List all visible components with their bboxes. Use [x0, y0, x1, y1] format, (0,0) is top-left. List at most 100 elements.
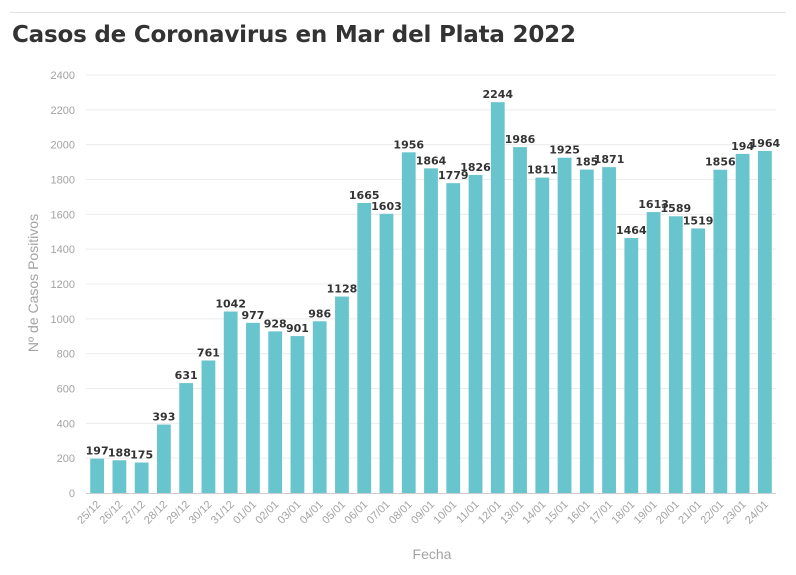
bar	[201, 360, 216, 493]
x-tick-label: 14/01	[520, 499, 548, 527]
y-axis-ticks: 0 200 400 600 800 1000 1200 1400 1600 1800 2000 220…	[51, 70, 75, 500]
bar	[134, 462, 149, 493]
data-label: 1956	[393, 138, 424, 151]
bar	[223, 311, 238, 493]
y-tick-label: 0	[69, 488, 75, 500]
bar	[757, 150, 772, 494]
y-tick-label: 400	[57, 418, 75, 430]
data-label: 194	[731, 140, 754, 153]
data-label: 1986	[505, 133, 536, 146]
data-label: 761	[197, 346, 220, 359]
x-tick-label: 21/01	[676, 499, 704, 527]
data-label: 188	[108, 446, 131, 459]
x-tick-label: 25/12	[75, 499, 103, 527]
data-label: 1464	[616, 224, 647, 237]
bar	[691, 228, 705, 493]
data-label: 1519	[683, 214, 714, 227]
x-axis-ticks: 25/1226/1227/1228/1229/1230/1231/1201/01…	[75, 499, 771, 527]
bar	[668, 216, 683, 494]
data-label: 1613	[638, 198, 669, 211]
x-tick-label: 13/01	[498, 499, 526, 527]
data-label: 977	[241, 309, 264, 322]
x-tick-label: 23/01	[721, 499, 749, 527]
bar	[535, 177, 550, 493]
x-tick-label: 26/12	[98, 499, 126, 527]
y-tick-label: 2200	[51, 105, 75, 117]
x-axis-title: Fecha	[413, 546, 452, 562]
bar	[401, 152, 416, 493]
y-tick-label: 1000	[51, 314, 75, 326]
x-tick-label: 22/01	[699, 499, 727, 527]
data-label: 986	[308, 307, 331, 320]
x-tick-label: 05/01	[320, 499, 348, 527]
y-tick-label: 600	[57, 384, 75, 396]
bar	[579, 169, 594, 493]
y-tick-label: 1400	[51, 244, 75, 256]
bar	[713, 169, 728, 493]
data-label: 1589	[661, 202, 692, 215]
data-label: 631	[175, 369, 198, 382]
chart-title: Casos de Coronavirus en Mar del Plata 20…	[12, 22, 576, 48]
data-label: 901	[286, 322, 309, 335]
y-tick-label: 800	[57, 349, 75, 361]
x-tick-label: 07/01	[365, 499, 393, 527]
bar	[468, 174, 483, 493]
x-tick-label: 04/01	[298, 499, 326, 527]
bar	[335, 296, 349, 493]
x-tick-label: 24/01	[743, 499, 771, 527]
bar	[246, 322, 260, 493]
bar	[513, 147, 527, 494]
data-label: 2244	[482, 88, 513, 101]
bar	[557, 157, 572, 493]
x-tick-label: 12/01	[476, 499, 504, 527]
y-tick-label: 200	[57, 453, 75, 465]
x-tick-label: 06/01	[342, 499, 370, 527]
bar	[357, 203, 372, 493]
bars	[90, 102, 772, 494]
data-label: 1779	[438, 169, 469, 182]
bar	[735, 153, 750, 493]
top-divider	[10, 12, 786, 13]
bar	[446, 183, 461, 493]
x-tick-label: 28/12	[142, 499, 170, 527]
x-tick-label: 31/12	[209, 499, 237, 527]
bar	[179, 383, 194, 493]
y-axis-title: Nº de Casos Positivos	[25, 214, 41, 352]
data-label: 1856	[705, 156, 736, 169]
data-label: 1925	[549, 144, 580, 157]
bar	[490, 102, 505, 494]
x-tick-label: 17/01	[587, 499, 615, 527]
bar	[268, 331, 283, 493]
bar	[112, 460, 127, 493]
data-label: 1871	[594, 153, 625, 166]
bar	[379, 213, 394, 493]
data-label: 1042	[215, 298, 246, 311]
bar	[290, 336, 305, 493]
data-label: 1603	[371, 200, 402, 213]
x-tick-label: 10/01	[431, 499, 459, 527]
bar	[602, 167, 616, 494]
x-tick-label: 15/01	[543, 499, 571, 527]
x-tick-label: 29/12	[164, 499, 192, 527]
data-label: 1964	[750, 137, 781, 150]
data-label: 1864	[416, 154, 447, 167]
x-tick-label: 18/01	[609, 499, 637, 527]
x-tick-label: 01/01	[231, 499, 259, 527]
data-label: 185	[575, 156, 598, 169]
x-tick-label: 08/01	[387, 499, 415, 527]
data-label: 175	[130, 449, 153, 462]
x-tick-label: 09/01	[409, 499, 437, 527]
x-tick-label: 02/01	[253, 499, 281, 527]
data-label: 1811	[527, 164, 558, 177]
y-tick-label: 1600	[51, 209, 75, 221]
x-tick-label: 30/12	[187, 499, 215, 527]
data-label: 393	[152, 411, 175, 424]
x-tick-label: 16/01	[565, 499, 593, 527]
x-tick-label: 20/01	[654, 499, 682, 527]
x-tick-label: 11/01	[454, 499, 481, 526]
x-tick-label: 27/12	[120, 499, 148, 527]
bar	[624, 238, 639, 493]
data-label: 197	[86, 445, 109, 458]
